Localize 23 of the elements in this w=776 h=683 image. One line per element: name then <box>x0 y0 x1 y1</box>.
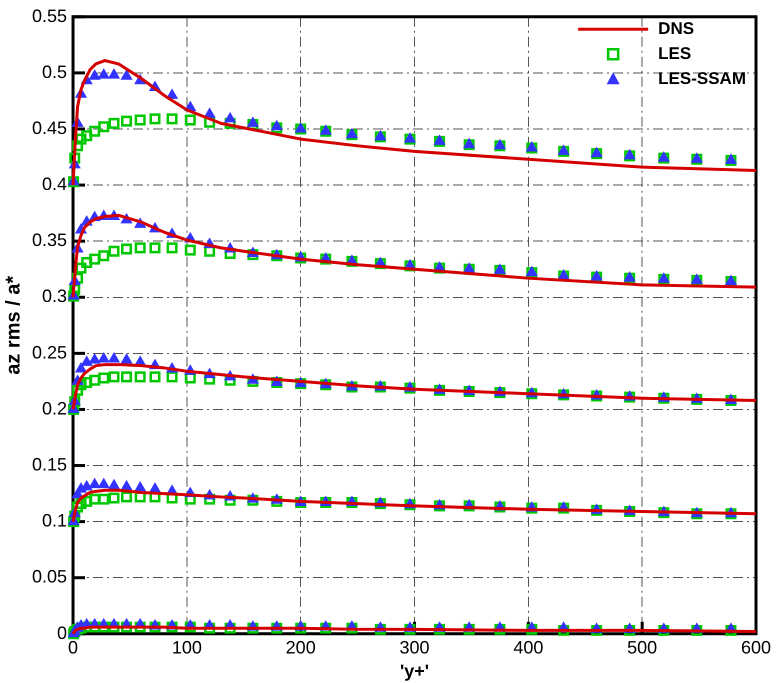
y-tick-label: 0.4 <box>42 174 68 194</box>
y-tick-label: 0 <box>57 622 68 643</box>
x-tick-label: 400 <box>513 638 544 658</box>
y-axis-title: az rms / a* <box>2 276 25 375</box>
y-tick-label: 0.3 <box>42 286 68 306</box>
legend-label: DNS <box>658 18 694 38</box>
legend-label: LES <box>658 44 692 63</box>
y-tick-label: 0.2 <box>42 398 68 418</box>
y-tick-label: 0.45 <box>32 118 68 138</box>
y-tick-label: 0.1 <box>42 510 68 531</box>
y-tick-label: 0.35 <box>32 230 68 250</box>
legend-label: LES-SSAM <box>658 68 746 88</box>
y-tick-label: 0.05 <box>32 566 68 587</box>
x-axis-title: 'y+' <box>400 661 430 682</box>
y-tick-label: 0.15 <box>32 454 68 474</box>
x-tick-label: 600 <box>740 638 772 658</box>
x-tick-label: 100 <box>172 638 202 658</box>
x-tick-label: 300 <box>399 638 430 658</box>
x-tick-label: 500 <box>627 638 658 658</box>
y-tick-label: 0.55 <box>32 6 68 26</box>
y-tick-label: 0.5 <box>42 62 68 82</box>
x-tick-label: 200 <box>286 638 316 658</box>
y-tick-label: 0.25 <box>32 342 68 362</box>
